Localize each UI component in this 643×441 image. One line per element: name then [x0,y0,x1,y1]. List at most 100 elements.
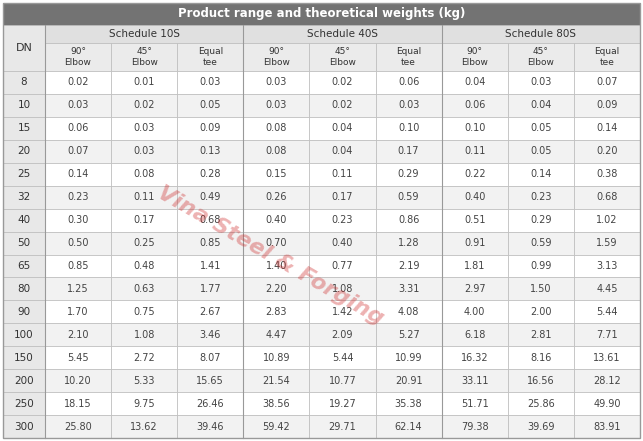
Bar [376,140,442,163]
Text: 25.80: 25.80 [64,422,92,432]
Text: 0.40: 0.40 [266,215,287,225]
Bar [376,415,442,438]
Text: 0.03: 0.03 [134,123,155,133]
Bar [111,117,177,140]
Text: 10.99: 10.99 [395,353,422,363]
Bar [376,186,442,209]
Text: 0.68: 0.68 [596,192,618,202]
Text: 3.31: 3.31 [398,284,419,294]
Bar [3,163,45,186]
Bar [442,163,508,186]
Text: 25: 25 [17,169,31,179]
Bar [111,254,177,277]
Bar [574,415,640,438]
Bar [3,323,45,346]
Bar [3,3,640,25]
Text: 0.17: 0.17 [332,192,353,202]
Bar [309,254,376,277]
Text: 20.91: 20.91 [395,376,422,386]
Text: 1.40: 1.40 [266,261,287,271]
Text: 7.71: 7.71 [596,330,618,340]
Bar [111,392,177,415]
Bar [45,186,111,209]
Bar [177,415,243,438]
Text: DN: DN [15,43,32,53]
Text: 62.14: 62.14 [395,422,422,432]
Bar [309,71,376,94]
Text: Equal
tee: Equal tee [594,47,620,67]
Bar [177,163,243,186]
Text: 0.25: 0.25 [133,238,155,248]
Bar [309,323,376,346]
Bar [3,71,45,94]
Text: 0.14: 0.14 [68,169,89,179]
Text: 0.85: 0.85 [68,261,89,271]
Bar [3,369,45,392]
Bar [309,392,376,415]
Bar [45,300,111,323]
Text: 1.02: 1.02 [596,215,618,225]
Bar [243,277,309,300]
Bar [309,369,376,392]
Text: 0.03: 0.03 [199,78,221,87]
Text: 65: 65 [17,261,31,271]
Bar [442,254,508,277]
Text: 6.18: 6.18 [464,330,485,340]
Bar [3,186,45,209]
Text: 0.02: 0.02 [68,78,89,87]
Bar [309,186,376,209]
Bar [3,232,45,254]
Text: 0.59: 0.59 [398,192,419,202]
Bar [3,140,45,163]
Text: 0.03: 0.03 [398,101,419,110]
Text: 2.67: 2.67 [199,307,221,317]
Bar [3,25,45,71]
Bar [243,369,309,392]
Bar [177,140,243,163]
Bar [45,232,111,254]
Bar [45,117,111,140]
Bar [177,232,243,254]
Text: 0.51: 0.51 [464,215,485,225]
Text: 200: 200 [14,376,34,386]
Text: 0.01: 0.01 [134,78,155,87]
Bar [3,94,45,117]
Bar [574,369,640,392]
Bar [243,300,309,323]
Bar [508,163,574,186]
Text: 1.50: 1.50 [530,284,552,294]
Bar [508,94,574,117]
Text: 2.20: 2.20 [266,284,287,294]
Bar [508,186,574,209]
Bar [574,392,640,415]
Text: 1.25: 1.25 [68,284,89,294]
Bar [508,300,574,323]
Text: 250: 250 [14,399,34,409]
Text: 0.13: 0.13 [199,146,221,156]
Text: 0.05: 0.05 [199,101,221,110]
Bar [508,117,574,140]
Bar [111,300,177,323]
Bar [309,300,376,323]
Bar [177,209,243,232]
Text: 0.49: 0.49 [199,192,221,202]
Text: 1.59: 1.59 [596,238,618,248]
Bar [111,209,177,232]
Text: 90: 90 [17,307,31,317]
Bar [45,140,111,163]
Bar [111,43,177,71]
Text: 83.91: 83.91 [593,422,620,432]
Text: 0.04: 0.04 [530,101,552,110]
Text: 0.68: 0.68 [199,215,221,225]
Text: 0.77: 0.77 [332,261,353,271]
Bar [376,209,442,232]
Text: 0.14: 0.14 [530,169,552,179]
Text: 0.38: 0.38 [596,169,618,179]
Text: Schedule 40S: Schedule 40S [307,29,378,39]
Text: 0.04: 0.04 [332,146,353,156]
Bar [309,43,376,71]
Text: 10: 10 [17,101,31,110]
Text: 0.11: 0.11 [464,146,485,156]
Text: 16.56: 16.56 [527,376,555,386]
Bar [309,209,376,232]
